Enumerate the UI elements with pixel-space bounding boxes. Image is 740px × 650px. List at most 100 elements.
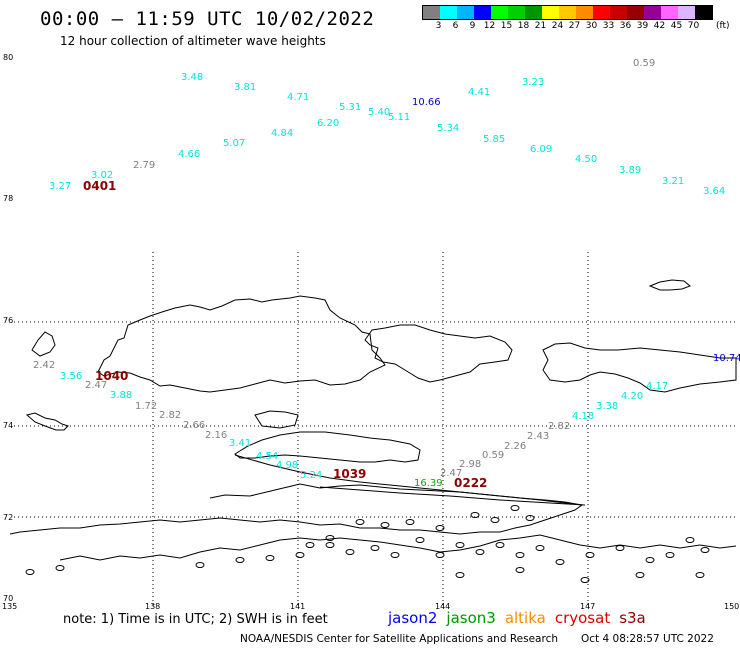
coast-island-small-w	[31, 331, 56, 357]
lake-outline	[325, 535, 335, 541]
scale-swatch	[525, 6, 542, 19]
wave-height-value: 2.66	[183, 420, 205, 431]
wave-height-value: 2.26	[504, 441, 526, 452]
lat-lon-grid	[14, 252, 735, 605]
lake-outline	[25, 569, 35, 575]
lake-outline	[700, 547, 710, 553]
scale-label: 15	[500, 21, 513, 31]
pass-time-label: 1039	[333, 467, 366, 481]
scale-label: 9	[469, 21, 476, 31]
pass-time-label: 0401	[83, 179, 116, 193]
scale-swatch	[661, 6, 678, 19]
wave-height-value: 5.85	[483, 134, 505, 145]
coast-delta	[59, 534, 737, 561]
wave-height-value: 3.89	[619, 165, 641, 176]
lake-outline	[695, 572, 705, 578]
wave-height-value: 2.47	[440, 468, 462, 479]
coastline-outlines	[9, 279, 737, 561]
scale-swatch	[559, 6, 576, 19]
lon-label-150: 150	[724, 602, 739, 611]
lon-label-147: 147	[580, 602, 595, 611]
pass-time-label: 1040	[95, 369, 128, 383]
wave-height-value: 2.82	[548, 421, 570, 432]
lake-outline	[490, 517, 500, 523]
lake-outline	[355, 519, 365, 525]
scale-label: 70	[687, 21, 700, 31]
scale-swatch	[542, 6, 559, 19]
lake-outline	[645, 557, 655, 563]
mission-jason2: jason2	[388, 609, 438, 627]
lake-outline	[455, 572, 465, 578]
scale-label: 30	[585, 21, 598, 31]
lon-label-135: 135	[2, 602, 17, 611]
color-scale-bar	[422, 5, 713, 20]
wave-height-value: 5.24	[300, 470, 322, 481]
footer-timestamp: Oct 4 08:28:57 UTC 2022	[581, 633, 714, 645]
wave-height-value: 10.74	[713, 353, 740, 364]
lake-outline	[510, 505, 520, 511]
scale-label: 24	[551, 21, 564, 31]
lake-outline	[685, 537, 695, 543]
scale-swatch	[576, 6, 593, 19]
color-scale-labels: 3 6 9 12 15 18 21 24 27 30 33 36 39 42 45 70	[422, 21, 702, 31]
scale-label: 45	[670, 21, 683, 31]
lake-outline	[435, 525, 445, 531]
lake-outline	[585, 552, 595, 558]
scale-label: 18	[517, 21, 530, 31]
coast-mainland-south	[9, 483, 584, 535]
wave-height-value: 4.41	[468, 87, 490, 98]
wave-height-value: 3.64	[703, 186, 725, 197]
coast-kotelny-east	[364, 324, 513, 383]
wave-height-value: 3.48	[181, 72, 203, 83]
scale-swatch	[695, 6, 712, 19]
lake-outline	[435, 552, 445, 558]
lon-label-141: 141	[290, 602, 305, 611]
wave-height-value: 16.39	[414, 478, 443, 489]
wave-height-value: 6.09	[530, 144, 552, 155]
scale-label: 36	[619, 21, 632, 31]
lake-outline	[495, 542, 505, 548]
map-subtitle: 12 hour collection of altimeter wave hei…	[60, 34, 326, 48]
color-scale-unit: (ft)	[716, 21, 730, 31]
scale-label: 33	[602, 21, 615, 31]
lake-outline	[525, 515, 535, 521]
scale-swatch	[678, 6, 695, 19]
scale-label: 39	[636, 21, 649, 31]
mission-legend: jason2 jason3 altika cryosat s3a	[388, 609, 655, 627]
lake-outline	[55, 565, 65, 571]
wave-height-value: 5.40	[368, 107, 390, 118]
lake-outline	[390, 552, 400, 558]
scale-label: 27	[568, 21, 581, 31]
lon-label-144: 144	[435, 602, 450, 611]
lake-outline	[470, 512, 480, 518]
coast-new-siberia	[234, 431, 421, 463]
lake-outline	[235, 557, 245, 563]
wave-height-value: 3.41	[229, 438, 251, 449]
wave-height-value: 0.59	[482, 450, 504, 461]
wave-height-value: 5.11	[388, 112, 410, 123]
wave-height-value: 2.79	[133, 160, 155, 171]
lake-outline	[305, 542, 315, 548]
lake-outline	[635, 572, 645, 578]
lake-dots	[25, 505, 710, 583]
wave-height-value: 2.42	[33, 360, 55, 371]
wave-height-value: 3.02	[91, 170, 113, 181]
lake-outline	[615, 545, 625, 551]
wave-height-value: 4.17	[646, 381, 668, 392]
lake-outline	[515, 567, 525, 573]
scale-swatch	[627, 6, 644, 19]
wave-height-value: 4.71	[287, 92, 309, 103]
lat-label-78: 78	[3, 194, 13, 203]
lat-label-76: 76	[3, 316, 13, 325]
scale-swatch	[491, 6, 508, 19]
wave-height-value: 3.23	[522, 77, 544, 88]
lake-outline	[370, 545, 380, 551]
wave-height-value: 5.07	[223, 138, 245, 149]
scale-label: 3	[435, 21, 442, 31]
lake-outline	[195, 562, 205, 568]
lake-outline	[535, 545, 545, 551]
mission-jason3: jason3	[446, 609, 496, 627]
lake-outline	[325, 542, 335, 548]
latitude-labels: 80 78 76 74 72 70	[3, 53, 13, 603]
